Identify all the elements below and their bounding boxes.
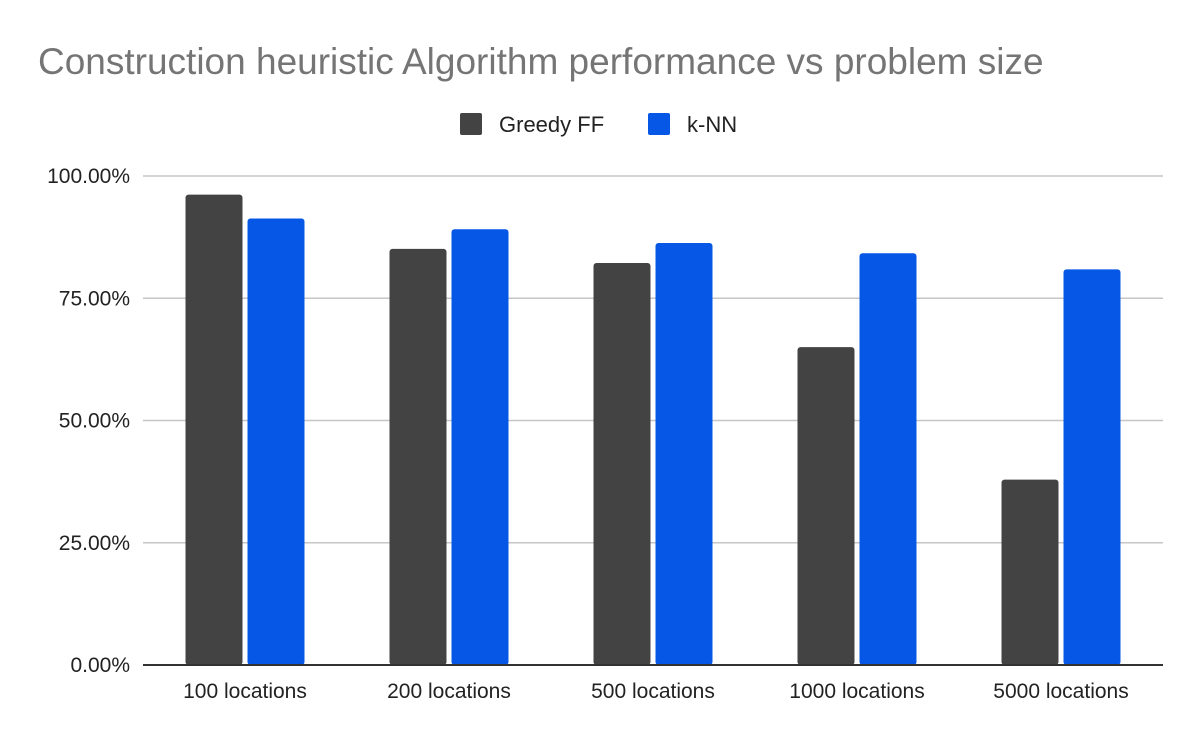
- bars: [185, 194, 1121, 666]
- legend-item-greedy-ff: Greedy FF: [460, 112, 604, 137]
- y-tick-label: 50.00%: [59, 410, 130, 433]
- y-tick-label: 0.00%: [70, 654, 130, 677]
- gridlines: [143, 175, 1163, 544]
- y-tick-label: 25.00%: [59, 532, 130, 555]
- bar: [247, 218, 305, 665]
- legend-item-knn: k-NN: [648, 112, 737, 137]
- bar: [655, 242, 713, 666]
- x-tick-label: 500 locations: [591, 680, 715, 703]
- legend-swatch-greedy-ff: [460, 113, 482, 135]
- legend-swatch-knn: [648, 113, 670, 135]
- x-tick-label: 100 locations: [183, 680, 307, 703]
- y-tick-label: 100.00%: [47, 165, 130, 188]
- bar: [797, 347, 855, 665]
- bar: [451, 229, 509, 665]
- bar: [389, 248, 447, 665]
- x-tick-label: 200 locations: [387, 680, 511, 703]
- bar: [859, 253, 917, 665]
- legend-label-knn: k-NN: [687, 112, 737, 137]
- legend-label-greedy-ff: Greedy FF: [499, 112, 604, 137]
- bar: [593, 263, 651, 665]
- bar: [1001, 479, 1059, 665]
- x-axis: 100 locations 200 locations 500 locations 1…: [183, 680, 1129, 703]
- y-axis: 0.00% 25.00% 50.00% 75.00% 100.00%: [47, 165, 130, 677]
- x-tick-label: 1000 locations: [789, 680, 924, 703]
- legend: Greedy FF k-NN: [460, 112, 737, 137]
- bar: [185, 194, 243, 665]
- y-tick-label: 75.00%: [59, 287, 130, 310]
- x-tick-label: 5000 locations: [993, 680, 1128, 703]
- chart-title: Construction heuristic Algorithm perform…: [38, 41, 1044, 82]
- bar: [1063, 269, 1121, 665]
